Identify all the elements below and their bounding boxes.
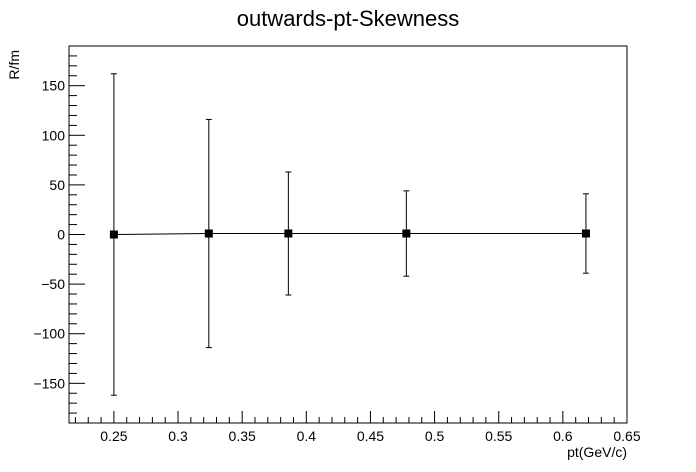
data-point: [109, 230, 118, 239]
data-point: [284, 229, 293, 238]
x-tick-label: 0.65: [613, 428, 640, 444]
y-tick-label: 0: [57, 227, 65, 243]
x-tick-label: 0.3: [168, 428, 188, 444]
data-point: [402, 229, 411, 238]
y-tick-label: −100: [33, 326, 65, 342]
x-tick-label: 0.55: [485, 428, 512, 444]
x-tick-label: 0.5: [425, 428, 445, 444]
x-tick-label: 0.4: [297, 428, 317, 444]
data-point: [204, 229, 213, 238]
chart-title: outwards-pt-Skewness: [237, 6, 460, 31]
x-tick-label: 0.6: [553, 428, 573, 444]
y-tick-label: −150: [33, 375, 65, 391]
series-line: [113, 233, 586, 235]
x-tick-label: 0.45: [357, 428, 384, 444]
y-axis: −150 −100 −50 0 50 100 150: [33, 55, 85, 414]
y-tick-label: −50: [41, 276, 65, 292]
x-axis-label: pt(GeV/c): [567, 444, 627, 460]
y-axis-label: R/fm: [6, 50, 22, 80]
data-series: [109, 73, 590, 396]
x-axis: 0.25 0.3 0.35 0.4 0.45 0.5 0.55 0.6 0.65: [74, 411, 641, 444]
y-tick-label: 150: [42, 78, 66, 94]
data-point: [581, 229, 590, 238]
x-tick-label: 0.35: [229, 428, 256, 444]
y-tick-label: 100: [42, 127, 66, 143]
y-tick-label: 50: [49, 177, 65, 193]
x-tick-label: 0.25: [100, 428, 127, 444]
